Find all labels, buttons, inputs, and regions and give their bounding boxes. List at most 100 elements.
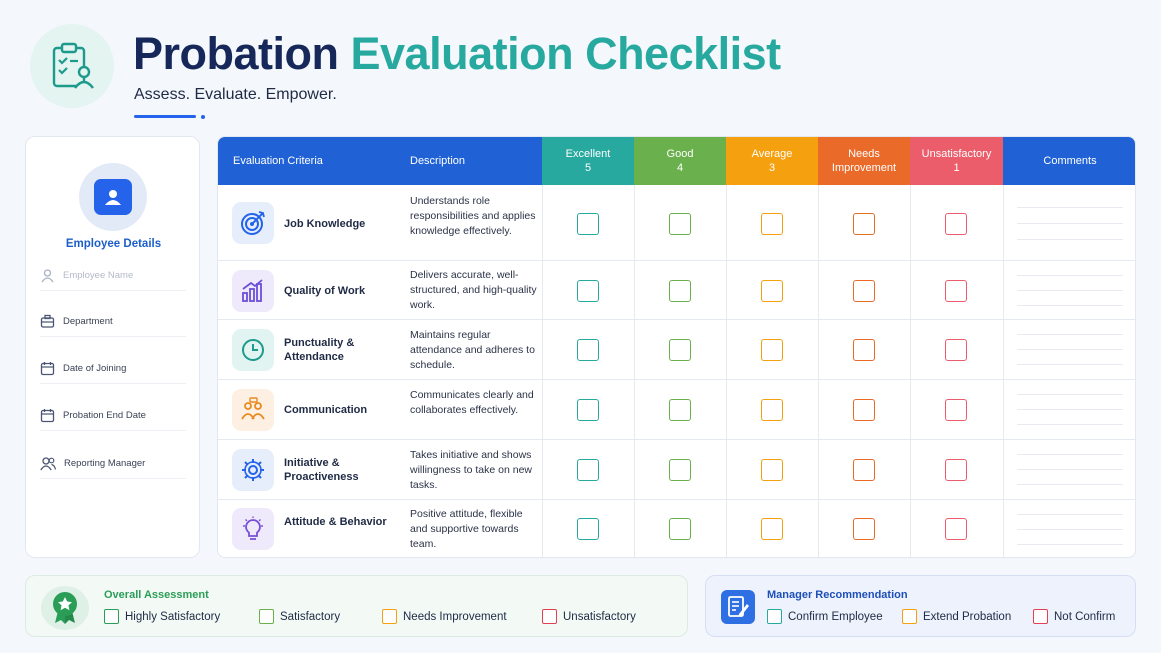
- rating-average-checkbox[interactable]: [761, 280, 783, 302]
- page-title: Probation Evaluation Checklist: [133, 28, 781, 79]
- rating-average-checkbox[interactable]: [761, 213, 783, 235]
- checkbox[interactable]: [542, 609, 557, 624]
- rating-good-checkbox[interactable]: [669, 399, 691, 421]
- rating-average-checkbox[interactable]: [761, 459, 783, 481]
- rating-unsatisfactory-checkbox[interactable]: [945, 518, 967, 540]
- logo-badge: [30, 24, 114, 108]
- target-icon: [232, 202, 274, 244]
- rating-excellent-checkbox[interactable]: [577, 280, 599, 302]
- rating-unsatisfactory-checkbox[interactable]: [945, 213, 967, 235]
- option-not-confirm[interactable]: Not Confirm: [1033, 609, 1115, 624]
- table-row-job-knowledge: Job Knowledge Understands role responsib…: [218, 185, 1135, 261]
- header-criteria-bg: [218, 137, 542, 185]
- criteria-name: Quality of Work: [284, 285, 366, 297]
- calendar-icon: [40, 362, 55, 376]
- rating-good-checkbox[interactable]: [669, 280, 691, 302]
- table-row-communication: Communication Communicates clearly and c…: [218, 380, 1135, 440]
- overall-assessment-panel: Overall Assessment Highly Satisfactory S…: [25, 575, 688, 637]
- criteria-description: Understands role responsibilities and ap…: [410, 195, 536, 237]
- rating-good-checkbox[interactable]: [669, 339, 691, 361]
- criteria-name: Attitude & Behavior: [284, 516, 387, 528]
- employee-avatar: [79, 163, 147, 231]
- users-icon: [40, 457, 56, 471]
- overall-assessment-title: Overall Assessment: [104, 589, 209, 601]
- criteria-description: Takes initiative and shows willingness t…: [410, 449, 532, 491]
- reporting-manager-field[interactable]: Reporting Manager: [40, 449, 186, 479]
- header-comments: Comments: [1003, 137, 1135, 185]
- rating-good-checkbox[interactable]: [669, 459, 691, 481]
- checkbox[interactable]: [902, 609, 917, 624]
- criteria-description: Delivers accurate, well-structured, and …: [410, 269, 537, 311]
- table-row-punctuality: Punctuality & Attendance Maintains regul…: [218, 320, 1135, 380]
- criteria-description: Positive attitude, flexible and supporti…: [410, 508, 523, 550]
- checkbox[interactable]: [259, 609, 274, 624]
- option-needs-improvement[interactable]: Needs Improvement: [382, 609, 507, 624]
- rating-excellent-checkbox[interactable]: [577, 459, 599, 481]
- probation-end-date-field[interactable]: Probation End Date: [40, 401, 186, 431]
- clock-icon: [232, 329, 274, 371]
- calendar-icon: [40, 409, 55, 423]
- user-icon: [41, 269, 54, 283]
- rating-needs-improvement-checkbox[interactable]: [853, 518, 875, 540]
- table-row-quality-of-work: Quality of Work Delivers accurate, well-…: [218, 261, 1135, 320]
- rating-good-checkbox[interactable]: [669, 518, 691, 540]
- employee-name-field[interactable]: Employee Name: [40, 261, 186, 291]
- header-needs-improvement: Needs Improvement: [818, 137, 910, 185]
- option-highly-satisfactory[interactable]: Highly Satisfactory: [104, 609, 220, 624]
- title-underline-dot: [201, 115, 205, 119]
- rating-needs-improvement-checkbox[interactable]: [853, 280, 875, 302]
- page-subtitle: Assess. Evaluate. Empower.: [134, 86, 337, 103]
- rating-good-checkbox[interactable]: [669, 213, 691, 235]
- option-unsatisfactory[interactable]: Unsatisfactory: [542, 609, 636, 624]
- award-badge-icon: [41, 586, 89, 630]
- rating-average-checkbox[interactable]: [761, 339, 783, 361]
- rating-needs-improvement-checkbox[interactable]: [853, 399, 875, 421]
- manager-recommendation-panel: Manager Recommendation Confirm Employee …: [705, 575, 1136, 637]
- rating-needs-improvement-checkbox[interactable]: [853, 339, 875, 361]
- header-average: Average 3: [726, 137, 818, 185]
- department-field[interactable]: Department: [40, 307, 186, 337]
- briefcase-icon: [40, 314, 55, 328]
- criteria-name: Initiative & Proactiveness: [284, 457, 359, 483]
- clipboard-user-icon: [52, 42, 94, 89]
- gear-icon: [232, 449, 274, 491]
- rating-average-checkbox[interactable]: [761, 399, 783, 421]
- rating-average-checkbox[interactable]: [761, 518, 783, 540]
- title-underline: [134, 115, 196, 118]
- rating-needs-improvement-checkbox[interactable]: [853, 213, 875, 235]
- header-excellent: Excellent 5: [542, 137, 634, 185]
- rating-unsatisfactory-checkbox[interactable]: [945, 280, 967, 302]
- rating-unsatisfactory-checkbox[interactable]: [945, 399, 967, 421]
- criteria-name: Job Knowledge: [284, 218, 366, 230]
- manager-recommendation-title: Manager Recommendation: [767, 589, 908, 601]
- option-extend-probation[interactable]: Extend Probation: [902, 609, 1011, 624]
- bar-chart-icon: [232, 270, 274, 312]
- criteria-description: Communicates clearly and collaborates ef…: [410, 389, 534, 416]
- checkbox[interactable]: [104, 609, 119, 624]
- people-chat-icon: [232, 389, 274, 431]
- table-row-attitude: Attitude & Behavior Positive attitude, f…: [218, 500, 1135, 557]
- table-row-initiative: Initiative & Proactiveness Takes initiat…: [218, 440, 1135, 500]
- criteria-name: Communication: [284, 404, 368, 416]
- option-confirm-employee[interactable]: Confirm Employee: [767, 609, 883, 624]
- rating-unsatisfactory-checkbox[interactable]: [945, 459, 967, 481]
- rating-excellent-checkbox[interactable]: [577, 339, 599, 361]
- rating-unsatisfactory-checkbox[interactable]: [945, 339, 967, 361]
- employee-card-icon: [105, 190, 121, 205]
- rating-needs-improvement-checkbox[interactable]: [853, 459, 875, 481]
- checkbox[interactable]: [767, 609, 782, 624]
- rating-excellent-checkbox[interactable]: [577, 399, 599, 421]
- document-edit-icon: [721, 590, 755, 624]
- rating-excellent-checkbox[interactable]: [577, 518, 599, 540]
- header-description: Description: [410, 155, 466, 167]
- option-satisfactory[interactable]: Satisfactory: [259, 609, 340, 624]
- criteria-description: Maintains regular attendance and adheres…: [410, 329, 535, 371]
- rating-excellent-checkbox[interactable]: [577, 213, 599, 235]
- header-criteria: Evaluation Criteria: [233, 155, 323, 167]
- date-of-joining-field[interactable]: Date of Joining: [40, 354, 186, 384]
- checkbox[interactable]: [1033, 609, 1048, 624]
- checkbox[interactable]: [382, 609, 397, 624]
- header-good: Good 4: [634, 137, 726, 185]
- lightbulb-icon: [232, 508, 274, 550]
- employee-details-title: Employee Details: [65, 238, 162, 250]
